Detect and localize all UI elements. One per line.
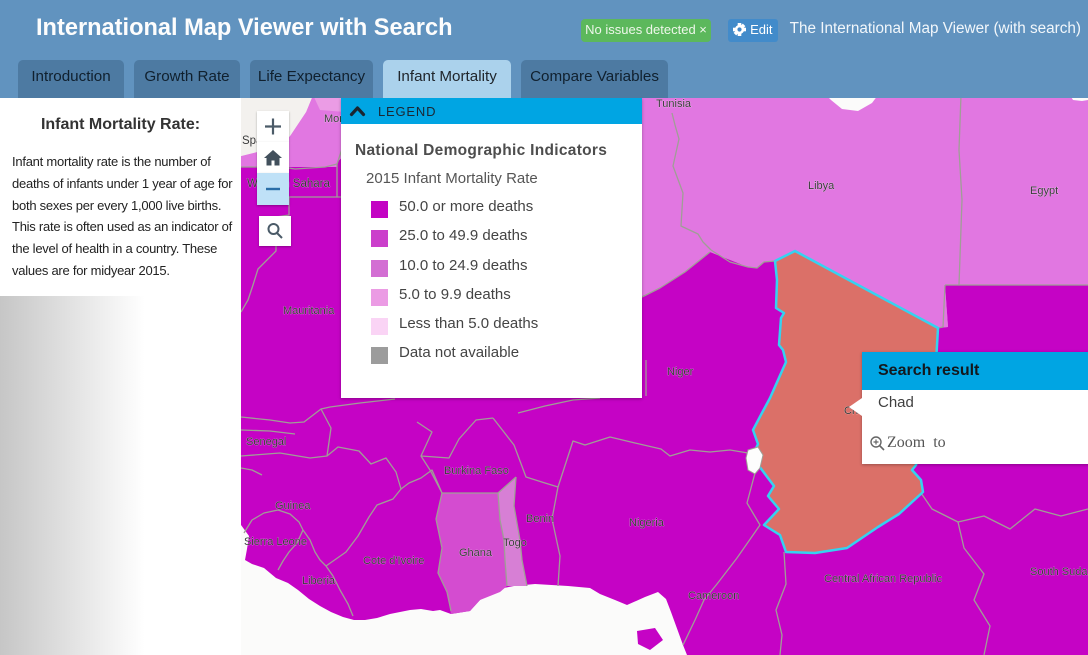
svg-text:Central African Republic: Central African Republic xyxy=(824,573,943,585)
svg-text:South Sudan: South Sudan xyxy=(1030,566,1088,578)
svg-text:Ghana: Ghana xyxy=(459,547,493,559)
svg-text:Sierra Leone: Sierra Leone xyxy=(244,536,307,548)
svg-text:Togo: Togo xyxy=(503,537,527,549)
svg-text:Mauritania: Mauritania xyxy=(283,305,335,317)
svg-text:Benin: Benin xyxy=(526,513,554,525)
svg-text:Guinea: Guinea xyxy=(275,500,311,512)
svg-text:Liberia: Liberia xyxy=(302,575,336,587)
svg-text:Niger: Niger xyxy=(667,366,694,378)
svg-text:Nigeria: Nigeria xyxy=(629,517,665,529)
svg-text:Tunisia: Tunisia xyxy=(656,98,692,110)
svg-text:Burkina Faso: Burkina Faso xyxy=(444,465,509,477)
svg-text:Libya: Libya xyxy=(808,180,835,192)
svg-text:Cameroon: Cameroon xyxy=(688,590,739,602)
svg-text:Senegal: Senegal xyxy=(246,436,286,448)
svg-text:Cote d'Ivoire: Cote d'Ivoire xyxy=(363,555,424,567)
svg-text:Egypt: Egypt xyxy=(1030,185,1058,197)
